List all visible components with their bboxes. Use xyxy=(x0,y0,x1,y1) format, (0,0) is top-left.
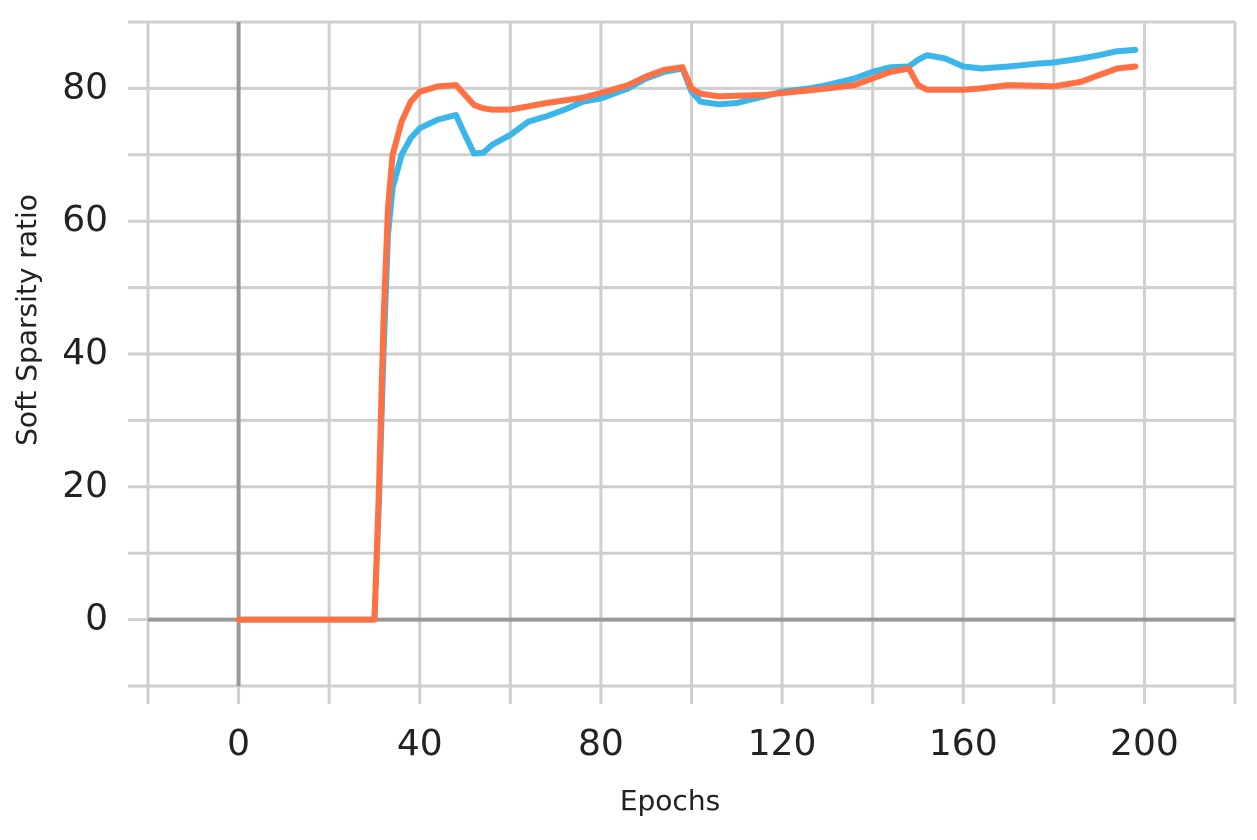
x-tick-label: 120 xyxy=(748,723,817,764)
y-tick-label: 20 xyxy=(62,465,108,506)
x-tick-label: 40 xyxy=(397,723,443,764)
y-axis-label: Soft Sparsity ratio xyxy=(10,194,43,446)
x-axis-label: Epochs xyxy=(620,784,720,817)
x-tick-label: 200 xyxy=(1110,723,1179,764)
lines xyxy=(235,46,1139,623)
grid xyxy=(128,20,1237,704)
y-tick-label: 60 xyxy=(62,199,108,240)
series-line xyxy=(235,63,1139,623)
x-tick-label: 0 xyxy=(227,723,250,764)
x-tick-label: 160 xyxy=(929,723,998,764)
y-tick-label: 0 xyxy=(85,598,108,639)
y-tick-label: 80 xyxy=(62,66,108,107)
series-line xyxy=(235,46,1139,623)
y-tick-label: 40 xyxy=(62,332,108,373)
x-tick-label: 80 xyxy=(578,723,624,764)
